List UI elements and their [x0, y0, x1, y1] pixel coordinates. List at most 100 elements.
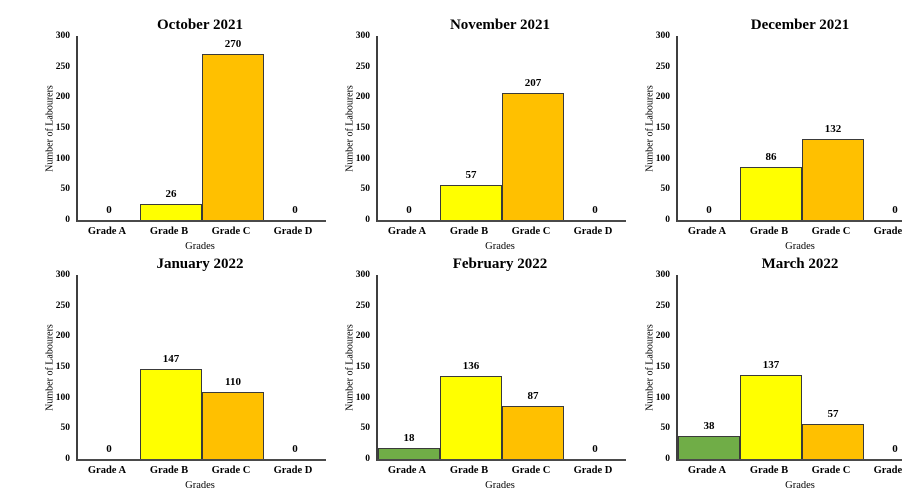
bar-value-label: 110: [225, 376, 241, 388]
category-label-grade-c: Grade C: [811, 465, 851, 476]
chart-january-2022: January 2022 Number of Labourers 0 147 110…: [40, 255, 340, 494]
category-label-grade-c: Grade C: [511, 226, 551, 237]
category-label-grade-d: Grade D: [273, 226, 313, 237]
y-tick-label: 200: [55, 331, 70, 342]
y-tick-label: 250: [55, 300, 70, 311]
y-tick-label: 250: [355, 61, 370, 72]
y-tick-label: 50: [660, 184, 671, 195]
y-tick-label: 150: [55, 123, 70, 133]
category-label-grade-d: Grade D: [273, 465, 313, 476]
bar-value-label: 0: [106, 443, 112, 455]
y-tick-label: 200: [655, 92, 670, 103]
y-tick-label: 250: [355, 300, 370, 311]
category-label-grade-d: Grade D: [573, 465, 613, 476]
bar-value-label: 147: [162, 353, 180, 365]
y-tick-label: 50: [660, 423, 671, 434]
bar-grade-b: [440, 376, 502, 459]
plot-area: 38 137 57 0: [676, 275, 902, 461]
bar-value-label: 136: [462, 360, 480, 372]
y-tick-label: 100: [355, 392, 370, 403]
y-tick-label: 150: [355, 362, 370, 372]
bar-grade-c: [502, 406, 564, 459]
y-tick-label: 100: [655, 392, 670, 403]
chart-title: January 2022: [156, 256, 244, 272]
bar-grade-a: [378, 448, 440, 459]
y-tick-label: 150: [55, 362, 70, 372]
y-tick-label: 100: [55, 153, 70, 164]
chart-march-2022: March 2022 Number of Labourers 38 137 57 0 …: [640, 255, 902, 494]
plot-area: 0 86 132 0: [676, 36, 902, 222]
chart-november-2021: November 2021 Number of Labourers 0 57 207…: [340, 16, 640, 255]
category-label-grade-d: Grade D: [873, 226, 902, 237]
x-axis-label: Grades: [485, 241, 515, 252]
bar-value-label: 0: [292, 443, 298, 455]
bar-value-label: 132: [824, 123, 842, 135]
category-label-grade-c: Grade C: [811, 226, 851, 237]
chart-title: March 2022: [761, 256, 839, 272]
chart-december-2021: December 2021 Number of Labourers 0 86 132…: [640, 16, 902, 255]
category-label-grade-c: Grade C: [211, 465, 251, 476]
bar-grade-b: [440, 185, 502, 220]
x-axis-label: Grades: [785, 241, 815, 252]
category-label-grade-a: Grade A: [687, 226, 727, 237]
category-label-grade-a: Grade A: [87, 226, 127, 237]
y-tick-label: 0: [665, 215, 670, 225]
x-axis-label: Grades: [485, 480, 515, 491]
plot-area: 0 147 110 0: [76, 275, 326, 461]
bar-value-label: 0: [292, 204, 298, 216]
category-label-grade-b: Grade B: [449, 226, 489, 237]
chart-title: February 2022: [452, 256, 548, 272]
y-tick-label: 200: [355, 92, 370, 103]
labourers-by-grade-figure: October 2021 Number of Labourers 0 26 270 0…: [44, 16, 902, 491]
bar-value-label: 0: [892, 443, 898, 455]
bar-value-label: 207: [524, 77, 542, 89]
y-tick-label: 100: [355, 153, 370, 164]
bar-grade-c: [202, 54, 264, 220]
y-tick-label: 0: [65, 215, 70, 225]
bar-value-label: 18: [403, 432, 415, 444]
category-label-grade-a: Grade A: [387, 226, 427, 237]
bar-grade-a: [678, 436, 740, 459]
y-tick-label: 50: [360, 184, 371, 195]
y-tick-label: 200: [655, 331, 670, 342]
category-label-grade-d: Grade D: [873, 465, 902, 476]
chart-title: November 2021: [449, 17, 551, 33]
category-label-grade-c: Grade C: [211, 226, 251, 237]
y-tick-label: 50: [60, 423, 71, 434]
bar-value-label: 270: [224, 38, 242, 50]
y-tick-label: 250: [55, 61, 70, 72]
x-category-labels: Grade A Grade B Grade C Grade D: [76, 464, 324, 477]
category-label-grade-b: Grade B: [149, 226, 189, 237]
bar-grade-c: [202, 392, 264, 459]
y-tick-label: 50: [360, 423, 371, 434]
y-tick-label: 100: [55, 392, 70, 403]
y-tick-label: 0: [365, 454, 370, 464]
y-tick-label: 0: [65, 454, 70, 464]
bar-value-label: 137: [762, 359, 780, 371]
bar-value-label: 0: [592, 443, 598, 455]
y-tick-label: 150: [655, 123, 670, 133]
category-label-grade-c: Grade C: [511, 465, 551, 476]
bar-value-label: 87: [527, 390, 539, 402]
y-tick-label: 250: [655, 61, 670, 72]
category-label-grade-b: Grade B: [749, 226, 789, 237]
x-axis-label: Grades: [785, 480, 815, 491]
category-label-grade-a: Grade A: [687, 465, 727, 476]
chart-title: December 2021: [750, 17, 850, 33]
bar-value-label: 0: [892, 204, 898, 216]
bar-value-label: 0: [592, 204, 598, 216]
y-tick-label: 300: [355, 270, 370, 280]
plot-area: 0 26 270 0: [76, 36, 326, 222]
bar-value-label: 0: [106, 204, 112, 216]
bar-value-label: 0: [406, 204, 412, 216]
bar-value-label: 57: [827, 408, 839, 420]
y-tick-label: 200: [55, 92, 70, 103]
bar-grade-c: [502, 93, 564, 220]
x-category-labels: Grade A Grade B Grade C Grade D: [376, 225, 624, 238]
y-tick-label: 300: [55, 31, 70, 41]
y-tick-label: 200: [355, 331, 370, 342]
bar-grade-b: [140, 369, 202, 459]
plot-area: 18 136 87 0: [376, 275, 626, 461]
bar-value-label: 86: [765, 151, 777, 163]
x-category-labels: Grade A Grade B Grade C Grade D: [376, 464, 624, 477]
